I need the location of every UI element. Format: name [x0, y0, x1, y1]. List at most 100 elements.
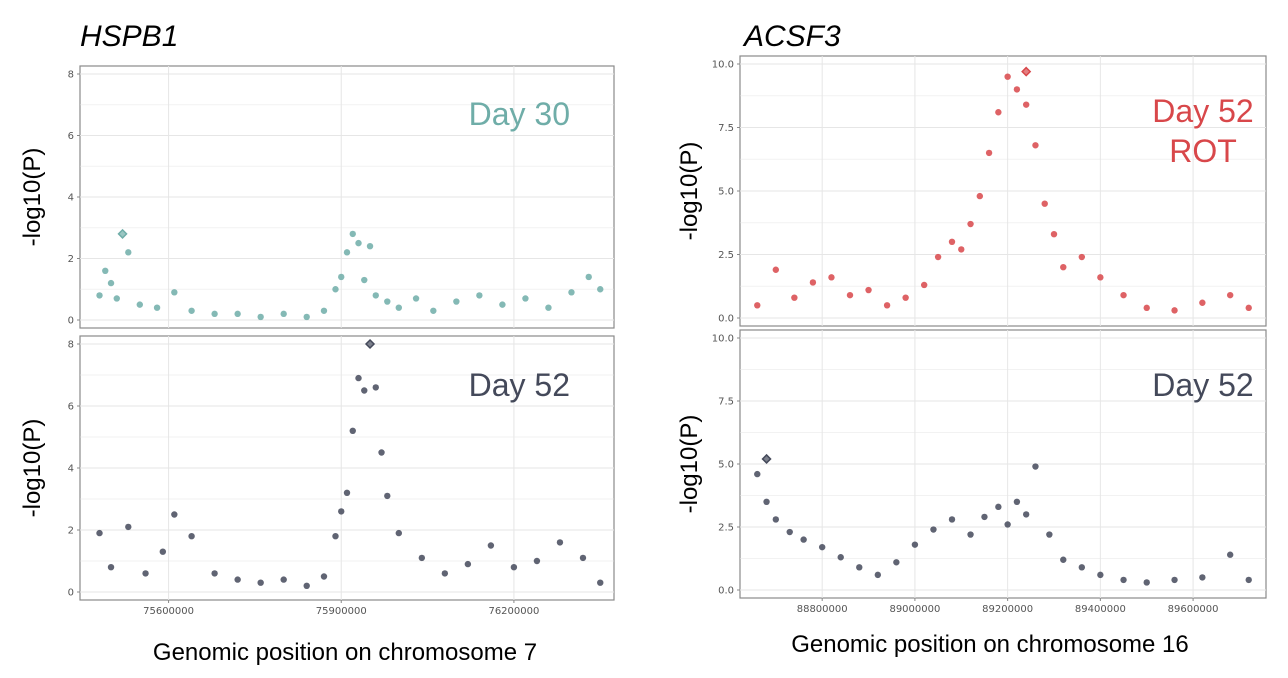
data-point [920, 281, 928, 289]
data-point [487, 542, 495, 549]
data-point [395, 304, 402, 311]
x-tick-label: 88800000 [797, 604, 848, 615]
lead-snp-marker [1021, 66, 1032, 77]
y-tick-label: 7.5 [718, 397, 734, 408]
data-point [384, 492, 391, 500]
data-point [1013, 86, 1021, 93]
data-point [159, 548, 167, 555]
data-point [1097, 571, 1104, 579]
panel-label: Day 52 [469, 367, 570, 403]
right-gene-title: ACSF3 [742, 20, 841, 53]
data-points [754, 73, 1252, 314]
data-point [1022, 511, 1030, 518]
data-point [349, 230, 356, 238]
data-point [234, 310, 241, 318]
panel-label: Day 52 [1152, 367, 1253, 403]
y-tick-label: 5.0 [718, 187, 734, 198]
data-point [211, 570, 218, 577]
y-tick-label: 2.5 [718, 523, 734, 534]
panel-label-line: Day 30 [469, 96, 570, 132]
y-tick-label: 2 [68, 526, 74, 537]
data-point [1004, 521, 1011, 528]
data-point [846, 291, 854, 299]
data-point [995, 503, 1002, 511]
data-point [441, 570, 449, 577]
lead-snp-marker [761, 453, 772, 465]
y-tick-label: 6 [68, 402, 74, 413]
left-gene-title: HSPB1 [80, 20, 178, 53]
data-point [1199, 299, 1206, 306]
x-tick-label: 76200000 [488, 606, 539, 617]
data-point [355, 239, 362, 247]
data-point [153, 304, 161, 311]
data-point [188, 307, 195, 314]
data-point [976, 192, 984, 200]
data-point [280, 576, 287, 583]
data-point [948, 516, 956, 523]
y-tick-label: 2 [68, 254, 74, 265]
data-point [1120, 576, 1127, 584]
panel-hspb1-day30: 0 2 4 6 8 -log10(P) Day 30 [19, 65, 615, 329]
panel-label: Day 52 ROT [1152, 93, 1253, 169]
panel-label-line: Day 52 [1152, 93, 1253, 129]
data-point [1060, 556, 1067, 563]
data-point [958, 246, 965, 253]
data-point [556, 539, 564, 546]
panel-acsf3-day52-rot: 0.0 2.5 5.0 7.5 10.0 -log10(P) Day 52 ROT [676, 55, 1267, 327]
data-point [361, 276, 368, 284]
data-point [142, 570, 149, 577]
data-point [597, 579, 604, 586]
data-point [911, 541, 919, 548]
data-point [597, 286, 604, 293]
data-point [800, 536, 807, 543]
data-point [136, 301, 143, 308]
data-point [893, 559, 900, 566]
data-point [1032, 463, 1039, 470]
data-point [378, 449, 385, 456]
data-point [818, 543, 826, 551]
panel-hspb1-day52: 0 2 4 6 8 75600000 75900000 76200000 -log10(P) Da… [19, 335, 615, 617]
data-point [585, 273, 592, 281]
data-point [967, 531, 974, 538]
data-point [1041, 200, 1048, 207]
data-point [1022, 101, 1030, 108]
data-point [107, 564, 115, 571]
data-point [372, 384, 379, 391]
data-point [171, 511, 178, 518]
data-point [257, 313, 264, 321]
data-point [303, 313, 310, 321]
data-point [102, 267, 109, 274]
data-point [1143, 304, 1150, 312]
data-point [361, 387, 368, 394]
data-point [545, 304, 552, 311]
data-point [418, 554, 426, 562]
panel-label-line: ROT [1169, 133, 1237, 169]
data-point [412, 295, 420, 302]
data-point [1004, 73, 1011, 80]
data-point [934, 253, 942, 261]
panel-label-line: Day 52 [1152, 367, 1253, 403]
y-tick-label: 0.0 [718, 314, 734, 325]
data-point [338, 508, 345, 515]
data-point [395, 529, 402, 537]
y-tick-label: 2.5 [718, 250, 734, 261]
data-point [332, 286, 339, 293]
data-point [1046, 531, 1053, 538]
data-point [1245, 576, 1252, 584]
data-point [985, 149, 993, 157]
data-point [995, 109, 1002, 116]
data-point [772, 516, 780, 523]
data-point [257, 579, 264, 586]
data-point [349, 427, 356, 434]
data-point [338, 273, 345, 281]
data-point [874, 571, 882, 579]
data-point [107, 279, 115, 287]
data-point [1226, 551, 1234, 558]
x-tick-label: 89400000 [1075, 604, 1126, 615]
data-point [430, 307, 437, 314]
data-point [355, 374, 362, 382]
data-point [1078, 253, 1086, 261]
data-point [96, 529, 103, 537]
y-axis-label: -log10(P) [676, 142, 703, 241]
